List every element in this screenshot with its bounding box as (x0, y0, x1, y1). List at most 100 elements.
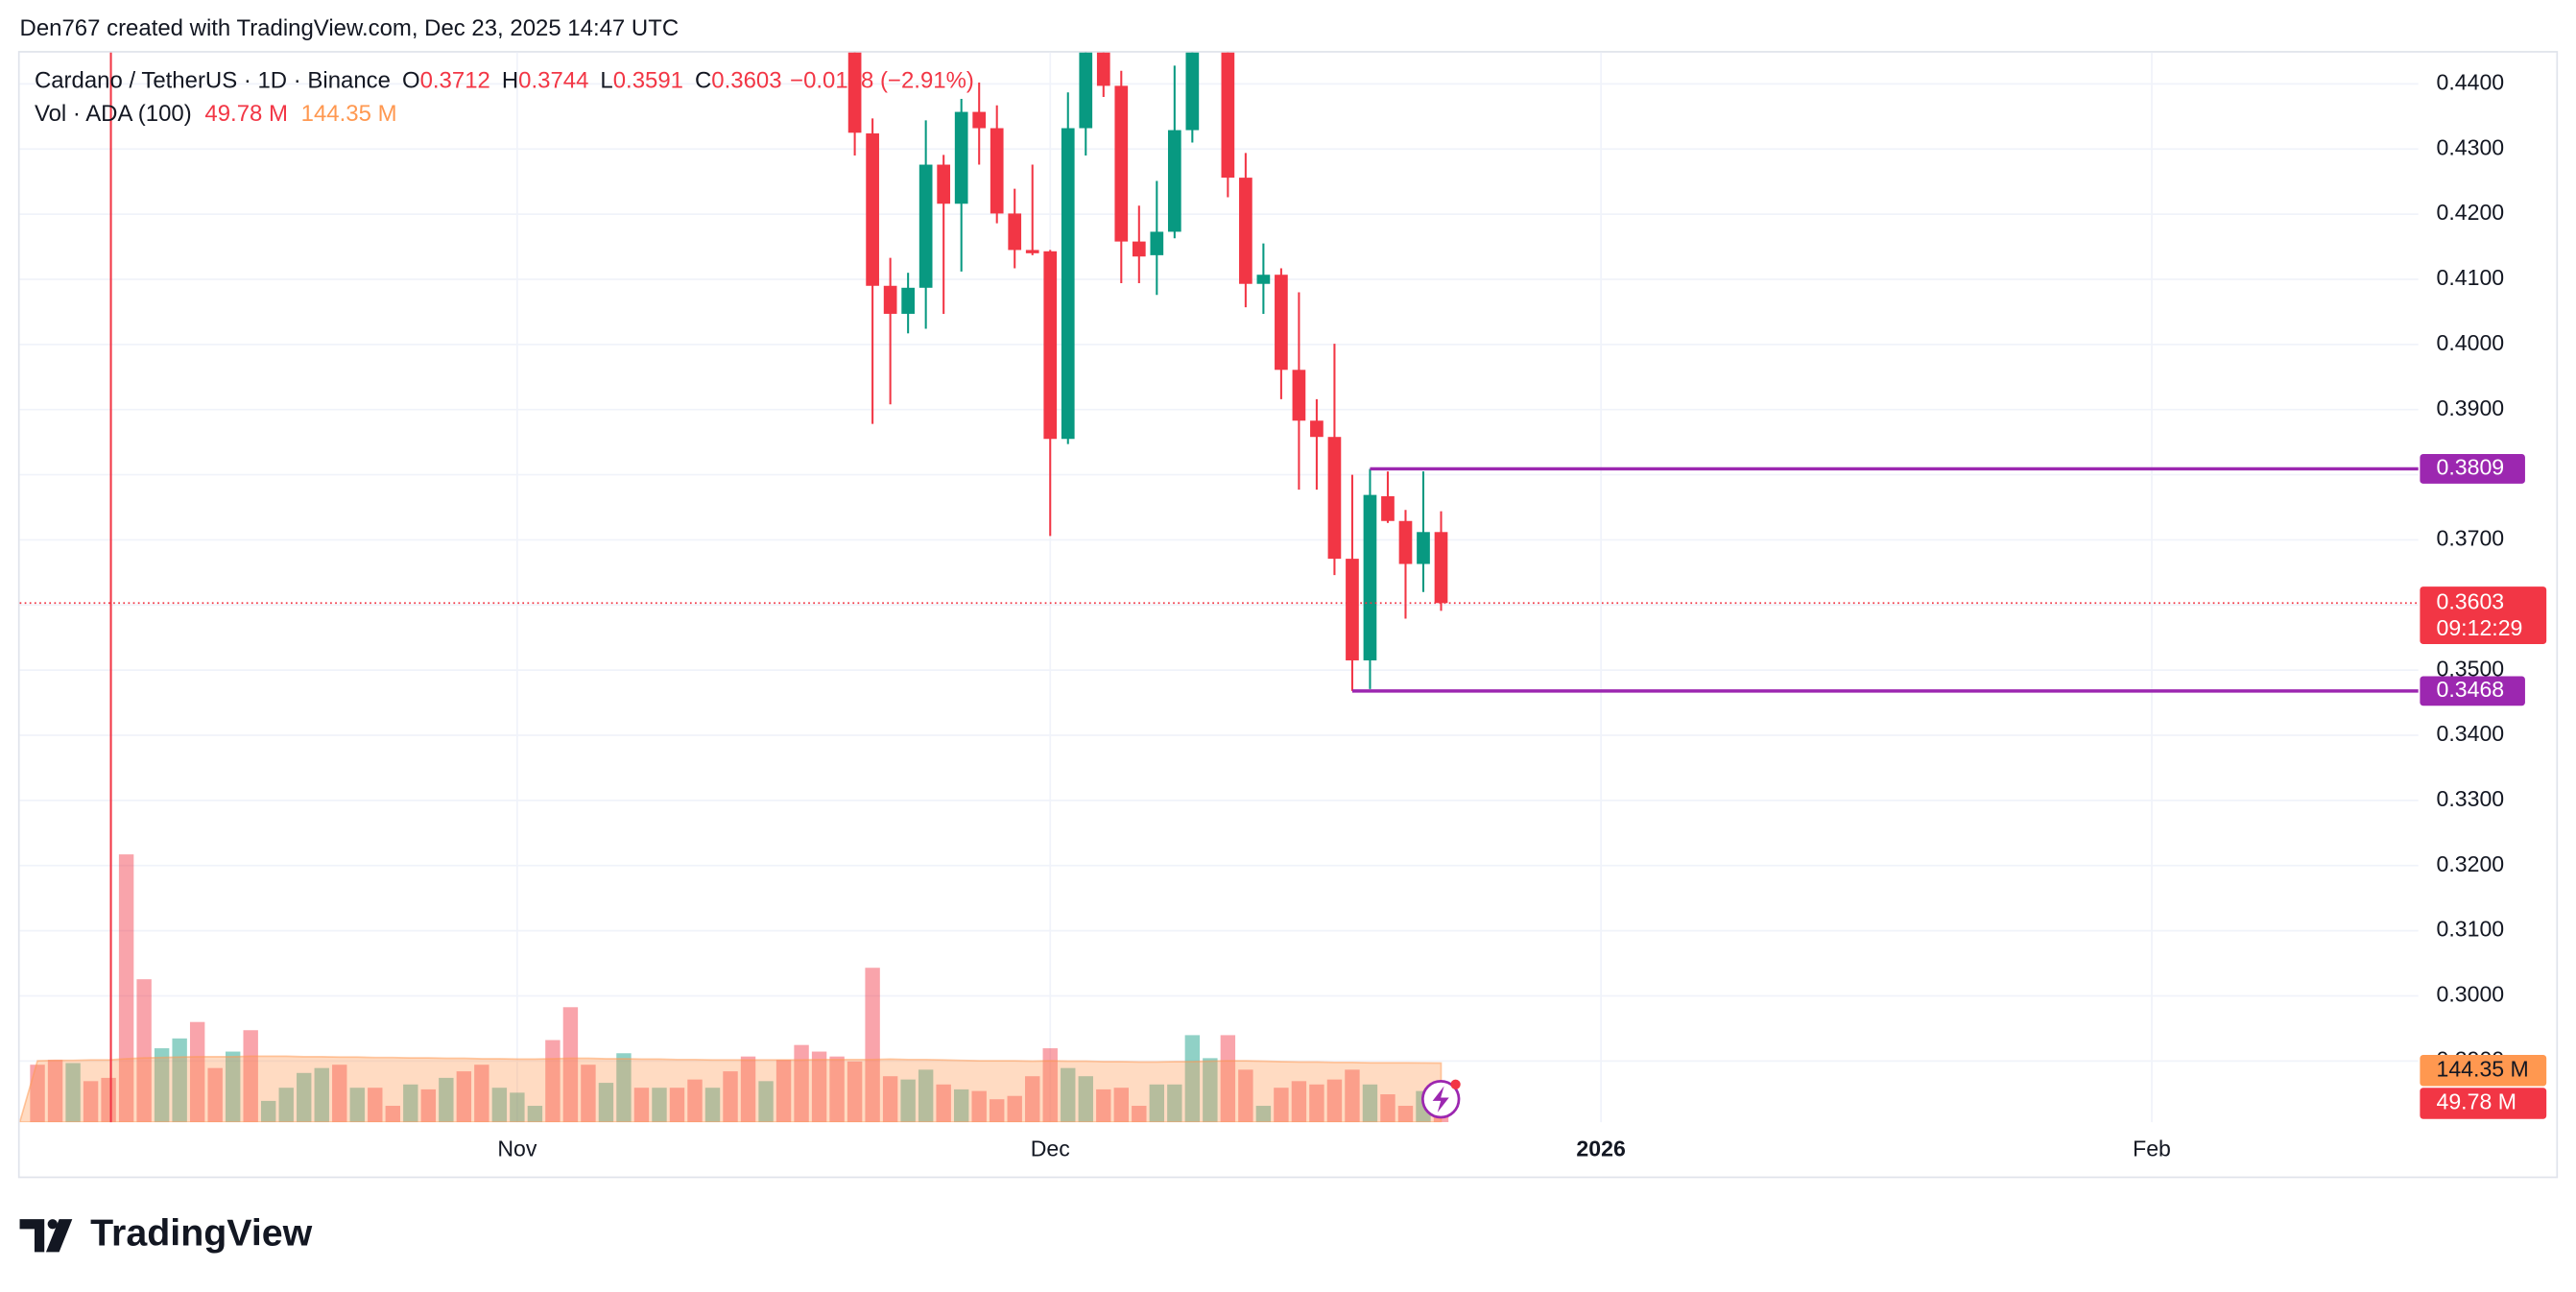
volume-bar (704, 1088, 721, 1123)
price-level-tag (2420, 454, 2525, 484)
y-tick-label: 0.4200 (2437, 200, 2505, 225)
y-tick-label: 0.3200 (2437, 851, 2505, 876)
candles (847, 0, 1448, 691)
candle-body (1327, 437, 1342, 560)
ohlc-key: O (402, 68, 420, 94)
volume-bar (368, 1088, 383, 1123)
volume-value: 49.78 M (204, 101, 288, 127)
candle-body (1398, 520, 1413, 564)
y-tick-label: 0.3300 (2437, 786, 2505, 811)
price-level-tag (2420, 676, 2525, 706)
y-tick-label: 0.4300 (2437, 134, 2505, 159)
volume-bar (1096, 1089, 1111, 1123)
volume-bar (882, 1076, 898, 1123)
ohlc-value: 0.3744 (518, 68, 588, 94)
candle-body (1043, 251, 1058, 440)
legend-symbol-row: Cardano / TetherUS · 1D · Binance O0.3712… (35, 68, 974, 94)
candle-body (1204, 0, 1217, 32)
candle-body (1008, 213, 1022, 251)
volume-bar (775, 1060, 792, 1123)
volume-bar (794, 1044, 809, 1123)
y-tick-label: 0.3700 (2437, 526, 2505, 551)
volume-bar (1397, 1106, 1414, 1123)
symbol: Cardano / TetherUS · 1D · Binance (35, 68, 391, 94)
volume-bar (1149, 1084, 1165, 1123)
candle-body (1363, 494, 1377, 660)
volume-bar (990, 1099, 1005, 1123)
y-tick-label: 0.4000 (2437, 330, 2505, 355)
axes: 0.29000.30000.31000.32000.33000.34000.35… (497, 69, 2547, 1160)
volume-bar (1274, 1088, 1289, 1123)
ohlc-key: L (600, 68, 612, 94)
price-lines (19, 467, 2419, 693)
volume-bar (847, 1061, 863, 1123)
candle-body (1185, 52, 1200, 131)
y-tick-label: 0.3000 (2437, 982, 2505, 1007)
volume-bar (1291, 1081, 1307, 1123)
candle-body (1275, 275, 1288, 371)
candle-body (1079, 52, 1093, 129)
volume-bar (420, 1089, 437, 1123)
volume-bar (297, 1072, 312, 1123)
candle-body (1239, 178, 1252, 284)
volume-bar (189, 1021, 205, 1123)
volume-bar (136, 979, 152, 1123)
volume-bar (385, 1106, 400, 1123)
volume-bar (1042, 1048, 1058, 1123)
ohlc-value: 0.3591 (613, 68, 683, 94)
candle-body (1167, 130, 1181, 232)
volume-bar (669, 1088, 685, 1123)
volume-bar (172, 1038, 187, 1123)
volume-bar (510, 1092, 525, 1123)
countdown: 09:12:29 (2437, 615, 2523, 640)
candle-body (937, 164, 951, 204)
volume-tag (2420, 1088, 2547, 1119)
price-level-label: 0.3809 (2437, 455, 2505, 480)
volume-bar (527, 1106, 543, 1123)
grid (19, 52, 2419, 1123)
candle-body (1381, 495, 1395, 521)
volume-bar (900, 1079, 916, 1123)
volume-bar (865, 968, 880, 1123)
change: −0.0108 (−2.91%) (790, 68, 974, 94)
y-tick-label: 0.3400 (2437, 721, 2505, 746)
volume-bar (332, 1065, 347, 1123)
x-tick-label: Feb (2133, 1136, 2171, 1160)
brand-logo (19, 1219, 73, 1253)
alert-icon[interactable] (1420, 1079, 1461, 1119)
volume-bar (278, 1088, 294, 1123)
last-price-label: 0.3603 (2437, 588, 2505, 613)
volume-bar (474, 1065, 489, 1123)
volume-ma-tag-label: 144.35 M (2437, 1056, 2529, 1081)
volume-bar (1238, 1069, 1253, 1123)
volume-bar (562, 1007, 579, 1123)
volume-bar (456, 1071, 472, 1123)
volume-bar (30, 1065, 45, 1123)
volume-bar (1380, 1094, 1395, 1123)
volume-bar (1007, 1095, 1022, 1123)
volume-bar (261, 1100, 276, 1123)
y-tick-label: 0.3100 (2437, 917, 2505, 942)
volume-pane (19, 854, 1449, 1123)
volume-bar (65, 1063, 81, 1123)
volume-bar (47, 1060, 63, 1123)
volume-bar (545, 1040, 561, 1123)
last-price-tag (2420, 586, 2547, 645)
candle-body (1256, 275, 1271, 284)
chart-frame (17, 51, 2559, 1179)
price-level-label: 0.3468 (2437, 677, 2505, 702)
volume-bar (811, 1051, 827, 1123)
volume-bar (829, 1056, 845, 1123)
volume-bar (314, 1067, 329, 1123)
candle-body (1434, 532, 1448, 604)
volume-bar (491, 1088, 508, 1123)
candle-body (1114, 85, 1129, 242)
volume-bar (1184, 1035, 1201, 1123)
x-tick-label: Nov (497, 1136, 537, 1160)
volume-bar (652, 1088, 667, 1123)
volume-bar (1132, 1106, 1147, 1123)
candle-body (1132, 241, 1146, 257)
volume-bar (1061, 1067, 1076, 1123)
candle-body (1061, 128, 1075, 440)
